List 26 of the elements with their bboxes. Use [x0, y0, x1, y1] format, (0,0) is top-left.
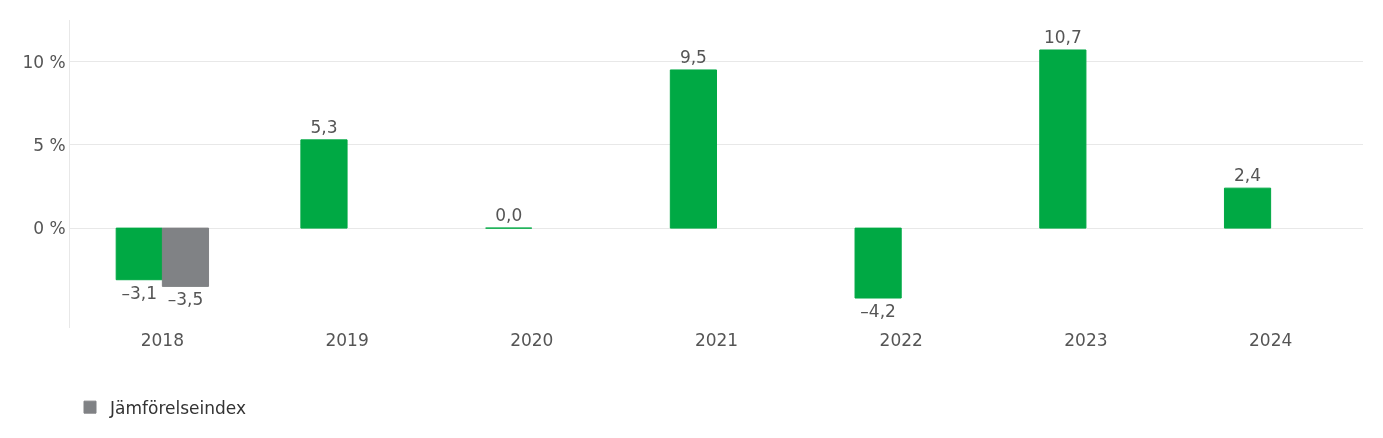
- data-label: –3,1: [121, 282, 158, 303]
- bar: [300, 139, 348, 229]
- data-label: 0,0: [495, 205, 523, 226]
- x-tick-label: 2023: [1064, 330, 1108, 350]
- bar: [115, 227, 163, 281]
- data-label: –4,2: [860, 301, 896, 322]
- x-tick-label: 2021: [694, 330, 739, 350]
- x-tick-label: 2022: [879, 330, 923, 350]
- x-tick-label: 2018: [140, 330, 184, 350]
- bar: [854, 227, 902, 299]
- y-tick-label: 5 %: [33, 134, 66, 155]
- bar: [1039, 49, 1087, 229]
- bar: [1223, 187, 1272, 229]
- y-tick-label: 0 %: [33, 218, 66, 239]
- x-tick-label: 2024: [1249, 330, 1293, 350]
- legend-label: Jämförelseindex: [109, 397, 246, 418]
- x-tick-label: 2019: [325, 330, 369, 350]
- bar: [161, 227, 210, 287]
- data-label: 10,7: [1043, 26, 1082, 47]
- x-tick-label: 2020: [510, 330, 554, 350]
- bar: [669, 69, 717, 229]
- data-label: 2,4: [1234, 165, 1262, 186]
- y-tick-label: 10 %: [22, 51, 66, 72]
- data-label: –3,5: [167, 289, 204, 310]
- data-label: 9,5: [679, 46, 707, 67]
- data-label: 5,3: [310, 116, 338, 137]
